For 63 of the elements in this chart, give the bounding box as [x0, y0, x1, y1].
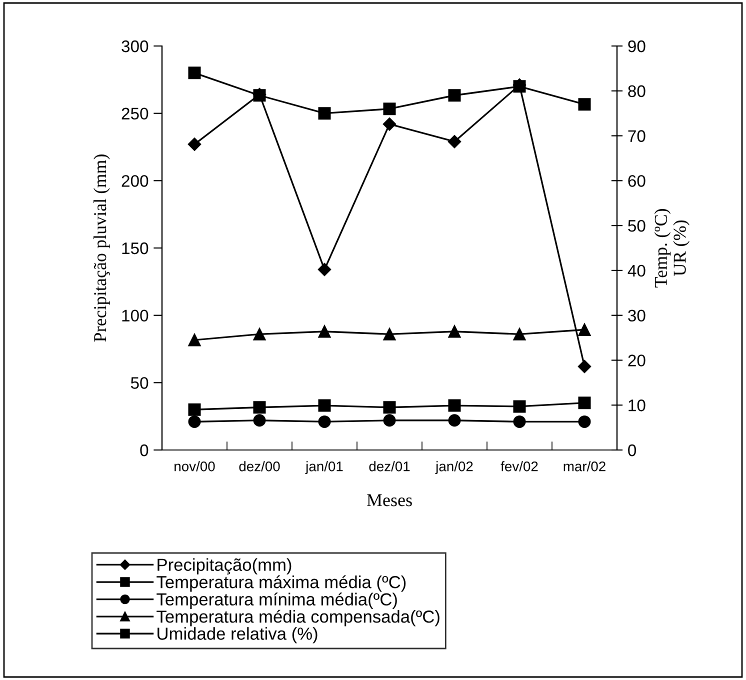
point: [318, 399, 331, 412]
point: [253, 328, 266, 340]
x-tick-label: fev/02: [500, 461, 538, 472]
y-tick-label: 300: [122, 40, 148, 52]
point: [513, 328, 526, 340]
legend-label: Precipitação(mm): [158, 558, 292, 574]
point: [382, 118, 396, 131]
y2-tick-label: 80: [628, 85, 646, 98]
y-tick-label: 100: [122, 310, 148, 322]
point: [513, 415, 526, 428]
y-tick-label: 250: [122, 108, 148, 120]
legend-label: Temperatura mínima média(ºC): [156, 592, 397, 609]
y2-tick-label: 30: [628, 310, 646, 322]
y2-tick-label: 50: [628, 220, 646, 232]
point: [318, 107, 331, 120]
y2-tick-label: 90: [628, 40, 646, 52]
point: [578, 396, 591, 410]
point: [188, 138, 202, 151]
point: [448, 325, 461, 338]
point: [383, 401, 396, 414]
point: [253, 401, 266, 414]
point: [578, 415, 591, 428]
point: [188, 334, 201, 346]
point: [318, 415, 331, 428]
point: [578, 98, 591, 111]
y-axis-title: Precipitação pluvial (mm): [94, 154, 110, 342]
x-tick-label: dez/01: [369, 461, 410, 472]
y2-tick-label: 70: [628, 130, 646, 142]
point: [188, 66, 201, 80]
y2-tick-label: 10: [628, 400, 646, 412]
point: [448, 399, 461, 412]
point: [448, 135, 462, 148]
point: [318, 325, 331, 338]
legend-label: Temperatura máxima média (ºC): [156, 575, 406, 592]
point: [578, 360, 592, 374]
x-tick-label: mar/02: [564, 461, 606, 472]
y2-tick-label: 20: [628, 354, 646, 366]
y-tick-label: 200: [122, 175, 148, 187]
point: [448, 414, 461, 427]
point: [448, 89, 461, 102]
x-tick-label: jan/02: [435, 461, 473, 474]
legend-label: Umidade relativa (%): [158, 627, 318, 644]
point: [513, 400, 526, 413]
x-tick-label: dez/00: [239, 461, 280, 472]
point: [253, 414, 266, 427]
y-tick-label: 0: [140, 444, 148, 456]
point: [383, 414, 396, 427]
y2-tick-label: 40: [628, 264, 646, 277]
y2-tick-label: 60: [628, 175, 646, 187]
point: [578, 323, 591, 336]
x-tick-label: nov/00: [174, 461, 215, 472]
point: [383, 328, 396, 340]
x-tick-label: jan/01: [305, 461, 343, 474]
point: [383, 102, 396, 116]
y2-tick-label: 0: [628, 444, 636, 456]
x-axis-title: Meses: [366, 494, 412, 506]
point: [318, 262, 332, 276]
y-tick-label: 150: [122, 242, 148, 254]
y2-axis-title: Temp. (ºC) UR (%): [654, 209, 690, 288]
y-tick-label: 50: [130, 377, 148, 389]
point: [188, 415, 201, 428]
legend-label: Temperatura média compensada(ºC): [156, 610, 440, 626]
point: [188, 403, 201, 416]
